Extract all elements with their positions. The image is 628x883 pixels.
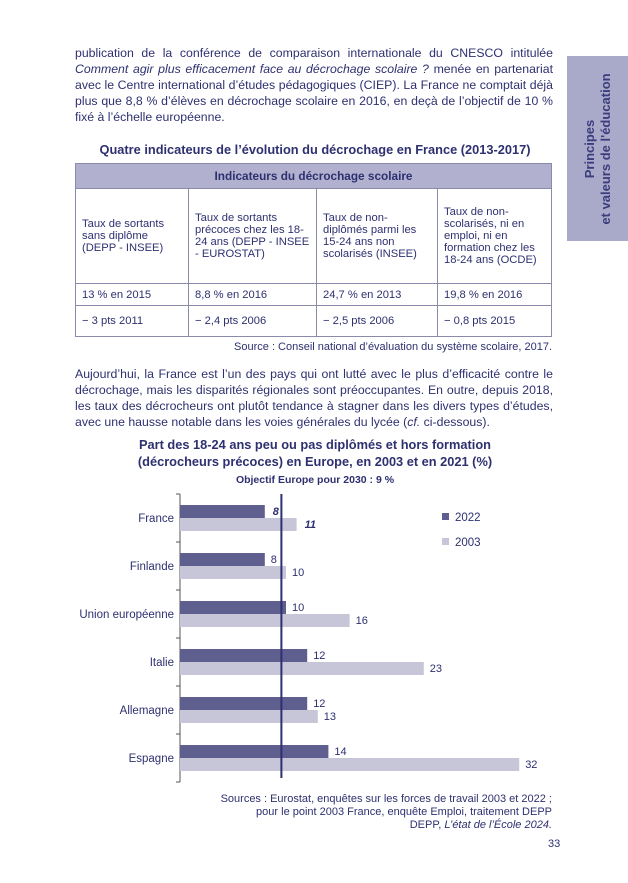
bar-2003 (180, 758, 520, 771)
data-label: 14 (334, 746, 346, 758)
bar-2003 (180, 614, 350, 627)
category-label: Italie (150, 657, 174, 669)
section-tab-line1: Principes (581, 119, 597, 178)
section-tab-label: Principes et valeurs de l'éducation (582, 73, 614, 224)
intro-text: publication de la conférence de comparai… (75, 46, 553, 60)
bar-2003 (180, 662, 424, 675)
legend-label: 2022 (455, 512, 481, 524)
category-label: Espagne (129, 753, 174, 765)
data-label: 8 (273, 506, 280, 518)
table-cell: 19,8 % en 2016 (437, 283, 552, 306)
chart-title-line1: Part des 18-24 ans peu ou pas diplômés e… (138, 437, 491, 452)
table-cell: − 2,4 pts 2006 (188, 305, 317, 337)
table-source: Source : Conseil national d’évaluation d… (234, 341, 552, 353)
table-cell: 13 % en 2015 (75, 283, 189, 306)
category-label: Union européenne (79, 609, 174, 621)
column-header: Taux de non-scolarisés, ni en emploi, ni… (437, 188, 552, 284)
source-line: Sources : Eurostat, enquêtes sur les for… (220, 793, 552, 805)
page-number: 33 (548, 838, 561, 850)
table-cell: − 3 pts 2011 (75, 305, 189, 337)
intro-italic: Comment agir plus efficacement face au d… (75, 62, 429, 76)
table-cell: − 0,8 pts 2015 (437, 305, 552, 337)
source-italic: L’état de l’École 2024. (444, 819, 552, 831)
category-label: Allemagne (120, 705, 174, 717)
data-label: 13 (324, 711, 336, 723)
column-header: Taux de sortants sans diplôme (DEPP - IN… (75, 188, 189, 284)
body-text-2: ci-dessous). (420, 415, 490, 429)
column-header: Taux de non-diplômés parmi les 15-24 ans… (316, 188, 438, 284)
source-line: DEPP, (409, 819, 445, 831)
data-label: 10 (292, 567, 304, 579)
body-text: Aujourd’hui, la France est l’un des pays… (75, 367, 553, 429)
bar-chart: France 8 11 Finlande 8 10 Union européenne 10 16… (79, 493, 537, 783)
body-paragraph: Aujourd’hui, la France est l’un des pays… (75, 366, 553, 430)
chart-title-line2: (décrocheurs précoces) en Europe, en 200… (137, 454, 493, 469)
section-tab: Principes et valeurs de l'éducation (567, 56, 628, 241)
table-header: Indicateurs du décrochage scolaire (75, 163, 552, 189)
source-line: pour le point 2003 France, enquête Emplo… (256, 806, 552, 818)
intro-paragraph: publication de la conférence de comparai… (75, 45, 553, 125)
chart-sources: Sources : Eurostat, enquêtes sur les for… (221, 793, 552, 832)
data-label: 12 (313, 698, 325, 710)
data-label: 11 (305, 519, 316, 531)
category-label: France (138, 513, 174, 525)
legend-swatch (442, 513, 449, 520)
data-label: 16 (356, 615, 368, 627)
bar-2022 (180, 553, 265, 566)
data-label: 32 (525, 759, 537, 771)
column-header: Taux de sortants précoces chez les 18-24… (188, 188, 317, 284)
bar-2022 (180, 505, 265, 518)
bar-2003 (180, 518, 297, 531)
table-title: Quatre indicateurs de l’évolution du déc… (99, 142, 531, 157)
bar-2022 (180, 601, 286, 614)
legend-swatch (442, 538, 449, 545)
data-label: 23 (430, 663, 442, 675)
category-label: Finlande (130, 561, 174, 573)
bar-2003 (180, 710, 318, 723)
chart-subtitle: Objectif Europe pour 2030 : 9 % (235, 474, 395, 486)
table-cell: 8,8 % en 2016 (188, 283, 317, 306)
intro-text-2: menée en partenariat avec le Centre inte… (75, 62, 553, 124)
chart-title: Part des 18-24 ans peu ou pas diplômés e… (60, 436, 570, 470)
data-label: 12 (313, 650, 325, 662)
bar-2022 (180, 649, 308, 662)
bar-2022 (180, 697, 308, 710)
data-label: 10 (292, 602, 304, 614)
data-label: 8 (271, 554, 277, 566)
body-italic: cf. (407, 415, 421, 429)
table-row: 13 % en 2015 8,8 % en 2016 24,7 % en 201… (75, 283, 552, 306)
bar-2003 (180, 566, 286, 579)
legend-label: 2003 (455, 537, 481, 549)
table-cell: 24,7 % en 2013 (316, 283, 438, 306)
table-row: − 3 pts 2011 − 2,4 pts 2006 − 2,5 pts 20… (75, 305, 552, 337)
indicators-table: Indicateurs du décrochage scolaire Taux … (75, 163, 552, 337)
bar-2022 (180, 745, 329, 758)
table-cell: − 2,5 pts 2006 (316, 305, 438, 337)
section-tab-line2: et valeurs de l'éducation (597, 72, 613, 225)
